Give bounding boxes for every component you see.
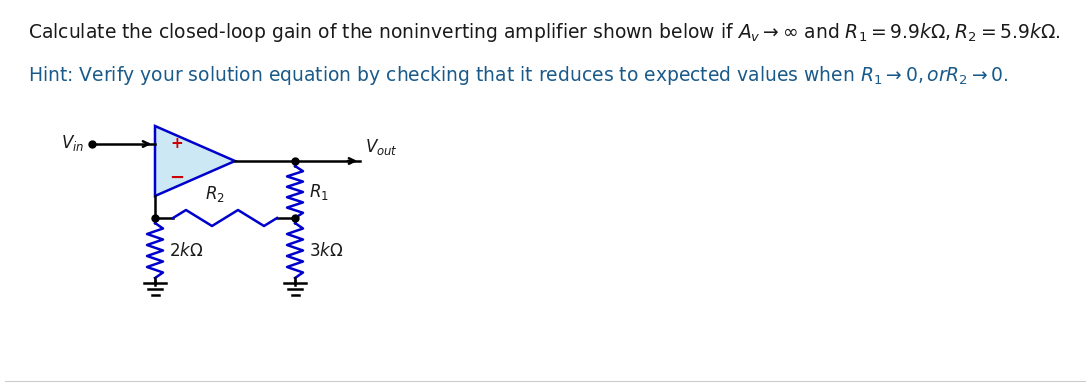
Text: $R_1$: $R_1$ — [308, 182, 329, 202]
Text: Hint: Verify your solution equation by checking that it reduces to expected valu: Hint: Verify your solution equation by c… — [28, 64, 1008, 87]
Polygon shape — [155, 126, 235, 196]
Text: $3k\Omega$: $3k\Omega$ — [308, 242, 343, 259]
Text: −: − — [169, 169, 184, 187]
Text: +: + — [171, 137, 183, 151]
Text: Calculate the closed-loop gain of the noninverting amplifier shown below if $A_v: Calculate the closed-loop gain of the no… — [28, 21, 1061, 44]
Text: $R_2$: $R_2$ — [205, 184, 225, 204]
Text: $V_{in}$: $V_{in}$ — [61, 133, 84, 153]
Text: $V_{out}$: $V_{out}$ — [365, 137, 398, 157]
Text: $2k\Omega$: $2k\Omega$ — [169, 242, 204, 259]
